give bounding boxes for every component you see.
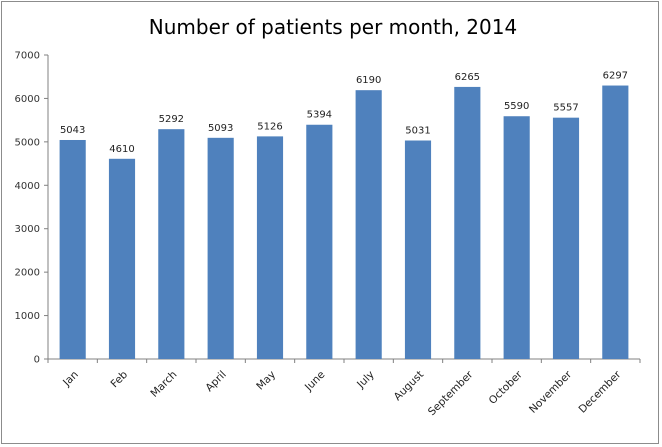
data-label: 5590 (504, 101, 529, 112)
data-label: 5292 (159, 114, 184, 125)
chart-title: Number of patients per month, 2014 (149, 15, 517, 39)
y-tick-label: 4000 (15, 181, 40, 192)
y-tick-label: 5000 (15, 137, 40, 148)
y-tick-label: 3000 (15, 224, 40, 235)
bar (256, 136, 284, 359)
x-tick-label: August (392, 369, 426, 403)
bar (59, 139, 86, 359)
x-tick-labels-group: Jan Feb March April May June July August Septemb… (60, 368, 624, 418)
data-label: 5394 (307, 110, 332, 121)
bars-group (59, 85, 629, 360)
data-labels-group: 5043 4610 5292 5093 5126 5394 6190 5031 6265 5590… (60, 71, 628, 155)
x-tick-label: June (302, 369, 327, 394)
data-label: 4610 (109, 144, 134, 155)
data-label: 6297 (603, 71, 628, 82)
x-tick-label: Feb (108, 368, 130, 390)
x-tick-label: July (354, 369, 377, 392)
data-label: 6190 (356, 75, 381, 86)
y-tick-label: 2000 (15, 268, 40, 279)
x-tick-label: April (203, 369, 228, 394)
y-tick-label: 7000 (15, 51, 40, 62)
bar (158, 129, 185, 359)
x-tick-label: October (487, 368, 526, 407)
data-label: 5031 (405, 126, 430, 137)
y-tick-label: 0 (34, 355, 40, 366)
data-label: 5126 (257, 121, 282, 132)
y-axis: 0 1000 2000 3000 4000 5000 6000 7000 (15, 51, 49, 366)
bar (306, 124, 333, 360)
x-axis (47, 358, 641, 363)
bar (454, 86, 481, 360)
x-tick-label: November (527, 368, 575, 416)
data-label: 5043 (60, 125, 85, 136)
x-tick-label: May (254, 369, 278, 393)
bar (108, 158, 136, 359)
bar (503, 116, 530, 359)
x-tick-label: September (426, 368, 476, 418)
bar (207, 137, 234, 359)
y-tick-label: 1000 (15, 311, 40, 322)
x-tick-label: March (148, 369, 179, 400)
x-tick-label: December (576, 368, 623, 415)
bar (552, 117, 580, 360)
data-label: 6265 (455, 72, 480, 83)
data-label: 5093 (208, 123, 233, 134)
data-label: 5557 (553, 103, 578, 114)
bar (404, 140, 432, 359)
y-tick-label: 6000 (15, 94, 40, 105)
bar (602, 85, 629, 360)
bar (355, 90, 382, 360)
x-tick-label: Jan (60, 369, 81, 390)
